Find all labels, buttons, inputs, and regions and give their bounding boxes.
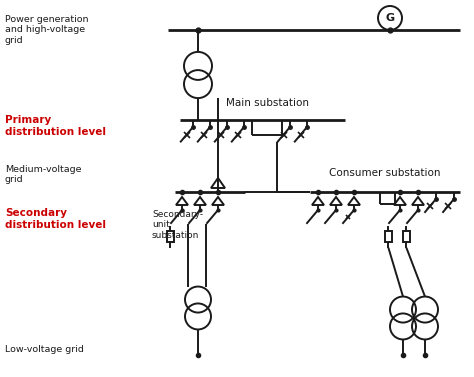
Text: G: G — [385, 13, 394, 23]
Text: Low-voltage grid: Low-voltage grid — [5, 345, 84, 354]
Text: Primary
distribution level: Primary distribution level — [5, 115, 106, 136]
Bar — [385, 231, 392, 242]
Text: Secondary-
unit
substation: Secondary- unit substation — [152, 210, 203, 240]
Text: Secondary
distribution level: Secondary distribution level — [5, 208, 106, 230]
Bar — [167, 231, 174, 242]
Bar — [403, 231, 410, 242]
Text: Main substation: Main substation — [227, 98, 310, 108]
Text: Medium-voltage
grid: Medium-voltage grid — [5, 165, 82, 184]
Text: Power generation
and high-voltage
grid: Power generation and high-voltage grid — [5, 15, 89, 45]
Text: Consumer substation: Consumer substation — [329, 168, 441, 178]
